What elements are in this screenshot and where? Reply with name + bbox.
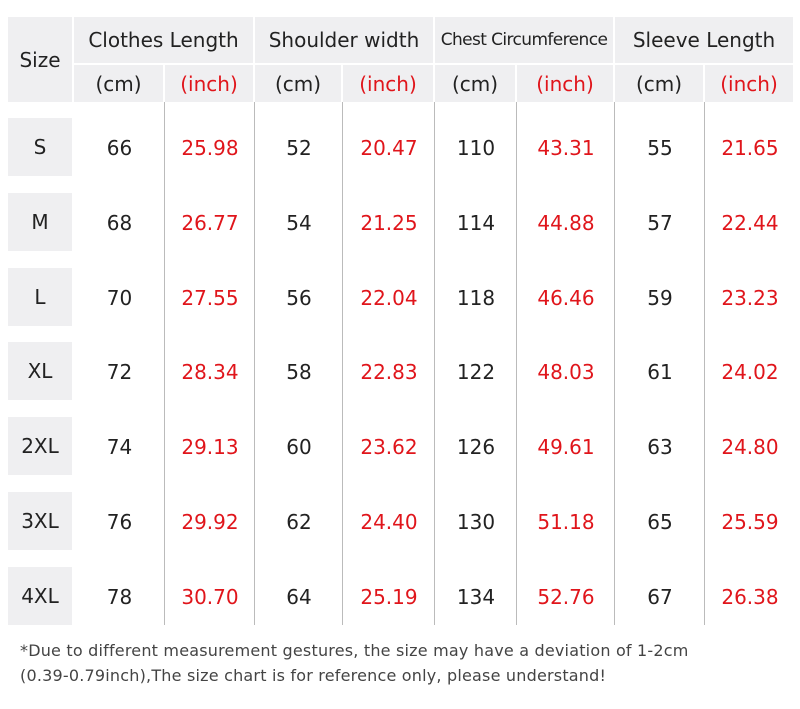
value-cell: 27.55 <box>181 285 239 310</box>
group-header: Chest Circumference <box>435 17 613 63</box>
value-cell: 26.77 <box>181 210 239 235</box>
size-cell: S <box>8 118 72 176</box>
value-cell: 25.19 <box>360 584 418 609</box>
group-header: Clothes Length <box>74 17 253 63</box>
value-cell: 74 <box>106 435 133 460</box>
footnote: *Due to different measurement gestures, … <box>20 641 689 660</box>
group-header: Sleeve Length <box>615 17 793 63</box>
value-cell: 22.83 <box>360 360 418 385</box>
value-cell: 29.13 <box>181 435 239 460</box>
value-cell: 21.25 <box>360 210 418 235</box>
value-cell: 62 <box>286 510 312 534</box>
unit-header: (inch) <box>705 65 793 102</box>
size-cell: M <box>8 192 72 251</box>
value-cell: 66 <box>106 136 133 160</box>
value-cell: 56 <box>286 285 312 310</box>
unit-header: (cm) <box>255 65 341 102</box>
value-cell: 64 <box>286 584 312 609</box>
value-cell: 24.80 <box>721 435 779 460</box>
value-cell: 25.98 <box>181 136 239 160</box>
value-cell: 76 <box>106 510 133 534</box>
value-cell: 28.34 <box>181 360 239 385</box>
size-cell: 4XL <box>8 566 72 625</box>
value-cell: 22.44 <box>721 210 779 235</box>
value-cell: 67 <box>647 584 673 609</box>
value-cell: 30.70 <box>181 584 239 609</box>
value-cell: 60 <box>286 435 312 460</box>
size-cell: XL <box>8 342 72 401</box>
column-divider <box>164 102 165 625</box>
size-cell: 2XL <box>8 417 72 476</box>
value-cell: 54 <box>286 210 312 235</box>
value-cell: 59 <box>647 285 673 310</box>
value-cell: 21.65 <box>721 136 779 160</box>
unit-header: (inch) <box>343 65 433 102</box>
value-cell: 51.18 <box>537 510 595 534</box>
value-cell: 122 <box>456 360 496 385</box>
value-cell: 61 <box>647 360 673 385</box>
value-cell: 23.23 <box>721 285 779 310</box>
column-divider <box>434 102 435 625</box>
column-divider <box>614 102 615 625</box>
value-cell: 24.40 <box>360 510 418 534</box>
value-cell: 68 <box>106 210 133 235</box>
group-header: Shoulder width <box>255 17 433 63</box>
value-cell: 72 <box>106 360 133 385</box>
unit-header: (inch) <box>517 65 613 102</box>
value-cell: 46.46 <box>537 285 595 310</box>
column-divider <box>704 102 705 625</box>
value-cell: 24.02 <box>721 360 779 385</box>
value-cell: 23.62 <box>360 435 418 460</box>
value-cell: 48.03 <box>537 360 595 385</box>
value-cell: 126 <box>456 435 496 460</box>
value-cell: 114 <box>456 210 496 235</box>
unit-header: (cm) <box>74 65 163 102</box>
value-cell: 20.47 <box>360 136 418 160</box>
value-cell: 52 <box>286 136 312 160</box>
value-cell: 63 <box>647 435 673 460</box>
value-cell: 29.92 <box>181 510 239 534</box>
value-cell: 25.59 <box>721 510 779 534</box>
value-cell: 57 <box>647 210 673 235</box>
value-cell: 118 <box>456 285 496 310</box>
value-cell: 58 <box>286 360 312 385</box>
value-cell: 26.38 <box>721 584 779 609</box>
value-cell: 43.31 <box>537 136 595 160</box>
value-cell: 70 <box>106 285 133 310</box>
value-cell: 78 <box>106 584 133 609</box>
column-divider <box>516 102 517 625</box>
size-cell: L <box>8 267 72 326</box>
size-header: Size <box>8 17 72 102</box>
value-cell: 110 <box>456 136 496 160</box>
value-cell: 65 <box>647 510 673 534</box>
value-cell: 52.76 <box>537 584 595 609</box>
value-cell: 134 <box>456 584 496 609</box>
unit-header: (cm) <box>435 65 515 102</box>
unit-header: (inch) <box>165 65 253 102</box>
unit-header: (cm) <box>615 65 703 102</box>
value-cell: 130 <box>456 510 496 534</box>
value-cell: 55 <box>647 136 673 160</box>
column-divider <box>254 102 255 625</box>
value-cell: 44.88 <box>537 210 595 235</box>
size-cell: 3XL <box>8 492 72 550</box>
value-cell: 49.61 <box>537 435 595 460</box>
footnote: (0.39-0.79inch),The size chart is for re… <box>20 666 607 685</box>
value-cell: 22.04 <box>360 285 418 310</box>
column-divider <box>342 102 343 625</box>
